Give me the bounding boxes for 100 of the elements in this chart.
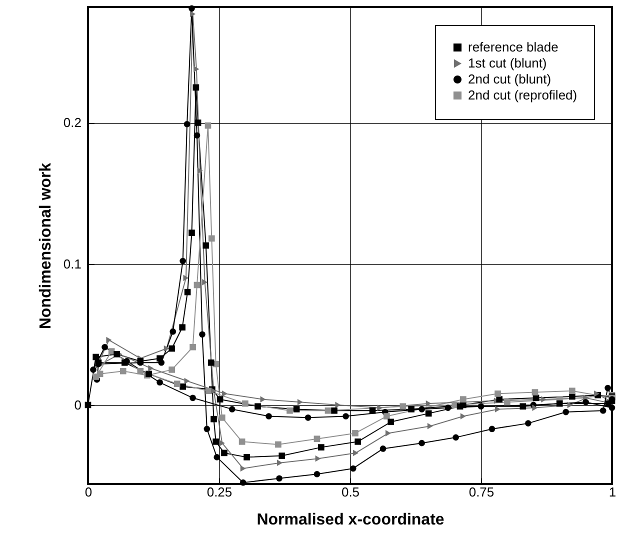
point bbox=[427, 422, 433, 430]
point bbox=[562, 408, 570, 416]
point bbox=[202, 279, 208, 286]
point bbox=[168, 345, 176, 352]
point bbox=[608, 404, 616, 411]
point bbox=[221, 450, 228, 456]
point bbox=[418, 440, 425, 446]
point bbox=[106, 336, 112, 344]
point bbox=[460, 396, 466, 402]
x-axis-title: Normalised x-coordinate bbox=[256, 512, 444, 528]
point bbox=[604, 384, 611, 392]
point bbox=[194, 120, 202, 126]
point bbox=[380, 446, 386, 452]
point bbox=[293, 406, 300, 412]
point bbox=[92, 354, 100, 360]
point bbox=[314, 436, 320, 442]
legend-label: reference blade bbox=[468, 40, 558, 54]
point bbox=[315, 455, 321, 462]
point bbox=[212, 438, 220, 445]
point bbox=[84, 402, 92, 408]
point bbox=[156, 355, 163, 362]
point bbox=[335, 402, 341, 408]
point bbox=[194, 282, 200, 288]
point bbox=[183, 274, 189, 282]
point bbox=[353, 450, 359, 456]
y-tick-label: 0.1 bbox=[63, 256, 82, 272]
point bbox=[240, 479, 246, 486]
point bbox=[352, 430, 358, 436]
point bbox=[210, 416, 217, 422]
point bbox=[244, 454, 250, 460]
point bbox=[452, 434, 460, 441]
point bbox=[199, 331, 206, 338]
y-tick-label: 0 bbox=[74, 397, 82, 412]
point bbox=[266, 413, 272, 420]
point bbox=[190, 344, 196, 350]
point bbox=[314, 470, 320, 478]
point bbox=[216, 396, 224, 402]
x-tick-label: 1 bbox=[608, 484, 616, 500]
point bbox=[190, 10, 196, 18]
point bbox=[194, 66, 200, 72]
point bbox=[532, 389, 538, 396]
legend-label: 1st cut (blunt) bbox=[468, 56, 547, 70]
x-tick-label: 0 bbox=[84, 484, 92, 500]
point bbox=[331, 407, 338, 414]
point bbox=[238, 438, 246, 445]
point bbox=[532, 404, 538, 411]
point bbox=[504, 398, 510, 406]
point bbox=[188, 230, 195, 236]
point bbox=[350, 465, 356, 472]
point bbox=[297, 398, 303, 406]
point bbox=[384, 413, 390, 420]
point bbox=[137, 368, 144, 374]
point bbox=[222, 390, 228, 397]
point bbox=[286, 407, 293, 414]
point bbox=[386, 430, 391, 436]
point bbox=[444, 404, 452, 411]
point bbox=[156, 379, 163, 386]
x-tick-label: 0.75 bbox=[468, 484, 494, 500]
point bbox=[202, 242, 210, 249]
point bbox=[354, 438, 362, 445]
point bbox=[184, 288, 191, 296]
point bbox=[304, 414, 312, 421]
point bbox=[276, 475, 282, 482]
point bbox=[164, 345, 170, 352]
point bbox=[180, 383, 186, 390]
point bbox=[168, 366, 176, 373]
point bbox=[567, 402, 573, 408]
point bbox=[240, 465, 246, 472]
point bbox=[388, 418, 394, 426]
point bbox=[184, 120, 190, 128]
point bbox=[204, 426, 210, 432]
point bbox=[418, 406, 425, 412]
point bbox=[205, 388, 212, 394]
point bbox=[277, 460, 283, 466]
point bbox=[120, 368, 126, 374]
point bbox=[377, 404, 383, 411]
point bbox=[525, 420, 532, 426]
point bbox=[426, 400, 432, 407]
point bbox=[170, 328, 176, 335]
legend-label: 2nd cut (reprofiled) bbox=[468, 88, 578, 102]
point bbox=[456, 403, 464, 410]
point bbox=[400, 403, 406, 410]
point bbox=[194, 132, 200, 139]
point bbox=[460, 413, 466, 420]
point bbox=[204, 122, 212, 129]
point bbox=[478, 403, 484, 410]
point bbox=[275, 441, 282, 448]
point bbox=[582, 398, 589, 406]
point bbox=[600, 407, 606, 414]
point bbox=[318, 444, 324, 450]
point bbox=[369, 407, 376, 414]
point bbox=[520, 403, 526, 410]
point bbox=[179, 324, 186, 331]
x-tick-label: 0.25 bbox=[206, 484, 232, 500]
point bbox=[425, 410, 432, 417]
y-axis-title: Nondimensional work bbox=[37, 162, 54, 330]
legend-label: 2nd cut (blunt) bbox=[468, 72, 552, 86]
point bbox=[180, 258, 186, 264]
point bbox=[242, 400, 248, 407]
point bbox=[188, 5, 195, 12]
